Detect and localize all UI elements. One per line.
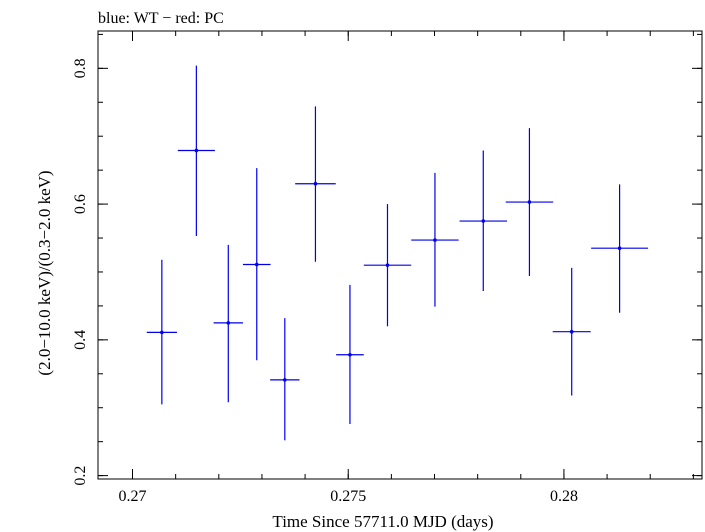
point-marker — [617, 246, 622, 251]
data-point — [146, 259, 177, 405]
point-marker — [348, 352, 352, 357]
data-point — [295, 106, 336, 262]
data-point — [213, 244, 243, 403]
data-point — [242, 168, 271, 361]
y-axis-tick-labels: 0.2 0.4 0.6 0.8 — [72, 58, 89, 485]
point-marker — [160, 330, 164, 335]
x-tick-label: 0.27 — [119, 488, 147, 505]
axis-ticks — [98, 31, 702, 479]
y-axis-label: (2.0−10.0 keV)/(0.3−2.0 keV) — [35, 170, 54, 375]
y-tick-label: 0.4 — [72, 330, 89, 350]
point-marker — [313, 181, 318, 186]
data-point — [336, 284, 364, 425]
data-point — [591, 184, 649, 313]
x-axis-tick-labels: 0.27 0.275 0.28 — [119, 488, 578, 505]
point-marker — [481, 219, 486, 223]
point-marker — [385, 263, 390, 267]
point-marker — [283, 378, 287, 382]
chart-title: blue: WT − red: PC — [98, 10, 224, 27]
data-point — [505, 128, 554, 277]
x-tick-label: 0.275 — [330, 488, 366, 505]
y-tick-label: 0.8 — [72, 58, 89, 78]
point-marker — [226, 321, 231, 325]
data-point — [552, 267, 591, 396]
point-marker — [254, 262, 259, 267]
x-axis-label: Time Since 57711.0 MJD (days) — [272, 512, 493, 531]
data-points — [146, 65, 649, 441]
data-point — [459, 150, 507, 291]
x-tick-label: 0.28 — [550, 488, 578, 505]
data-point — [270, 318, 300, 441]
data-point — [363, 204, 412, 327]
plot-frame — [97, 30, 703, 480]
point-marker — [527, 200, 532, 204]
data-point — [177, 65, 215, 236]
point-marker — [194, 148, 199, 153]
y-tick-label: 0.2 — [72, 466, 89, 486]
point-marker — [433, 238, 437, 242]
y-tick-label: 0.6 — [72, 194, 89, 214]
data-point — [411, 172, 459, 307]
point-marker — [569, 329, 574, 334]
